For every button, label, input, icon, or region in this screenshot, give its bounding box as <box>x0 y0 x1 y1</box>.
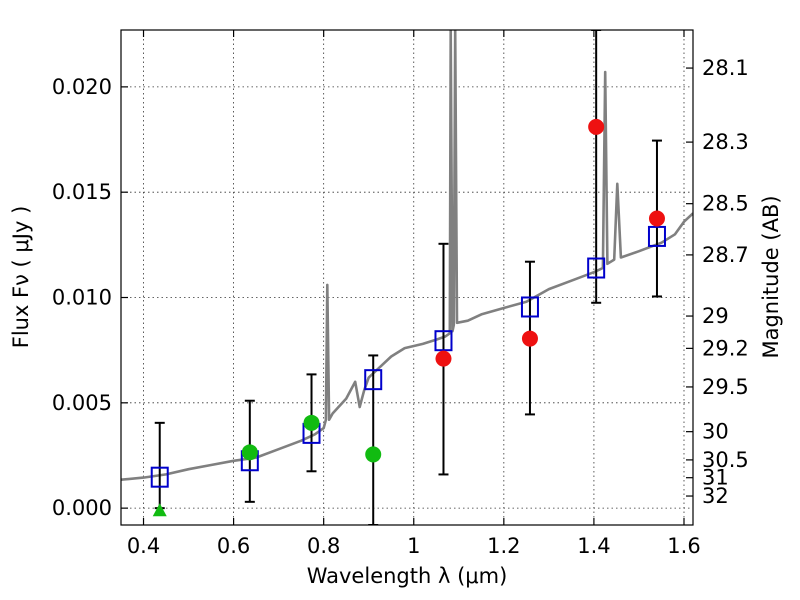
error-bars <box>154 30 662 525</box>
y-tick-label: 0.020 <box>52 75 112 99</box>
red-circle-marker <box>435 350 452 367</box>
red-circle-marker <box>648 210 665 227</box>
red-circle-marker <box>588 118 605 135</box>
y2-tick-label: 29.2 <box>702 336 749 360</box>
y2-tick-label: 28.1 <box>702 56 749 80</box>
x-tick-label: 0.6 <box>217 534 250 558</box>
x-tick-label: 0.8 <box>307 534 340 558</box>
photometry-square-marker <box>434 330 453 352</box>
data-markers <box>150 118 666 517</box>
photometry-square-marker <box>647 225 666 247</box>
x-tick-label: 0.4 <box>127 534 160 558</box>
green-circle-marker <box>303 414 320 431</box>
grid <box>121 30 693 525</box>
photometry-square-marker <box>520 296 539 318</box>
y2-tick-label: 29.5 <box>702 375 749 399</box>
y-tick-label: 0.005 <box>52 391 112 415</box>
y-tick-label: 0.010 <box>52 286 112 310</box>
model-spectrum-line <box>121 30 693 481</box>
y2-tick-label: 28.3 <box>702 130 749 154</box>
x-tick-label: 1.2 <box>487 534 520 558</box>
photometry-square-marker <box>364 369 383 391</box>
red-circle-marker <box>521 330 538 347</box>
y-tick-label: 0.015 <box>52 180 112 204</box>
y-axis-title: Flux Fν ( μJy ) <box>9 206 33 349</box>
model-spectrum <box>121 30 693 481</box>
x-axis-title: Wavelength λ (μm) <box>307 564 508 588</box>
y2-tick-label: 28.7 <box>702 243 749 267</box>
green-circle-marker <box>241 444 258 461</box>
plot-frame <box>120 29 694 526</box>
y2-tick-label: 30 <box>702 420 729 444</box>
y2-tick-label: 31 <box>702 466 729 490</box>
x-tick-label: 1.6 <box>667 534 700 558</box>
y2-tick-label: 32 <box>702 484 729 508</box>
axis-ticks: 0.4 0.6 0.8 1 1.2 1.4 1.6 0.000 0.005 0.010 0.015 0… <box>52 30 749 558</box>
photometry-square-marker <box>150 466 169 488</box>
y2-tick-label: 28.5 <box>702 192 749 216</box>
x-tick-label: 1 <box>407 534 420 558</box>
y-tick-label: 0.000 <box>52 496 112 520</box>
y2-axis-title: Magnitude (AB) <box>759 195 783 358</box>
green-circle-marker <box>365 446 382 463</box>
y2-tick-label: 29 <box>702 304 729 328</box>
y2-tick-label: 30.5 <box>702 448 749 472</box>
green-triangle-marker <box>152 503 167 517</box>
photometry-square-marker <box>587 257 606 279</box>
x-tick-label: 1.4 <box>577 534 610 558</box>
